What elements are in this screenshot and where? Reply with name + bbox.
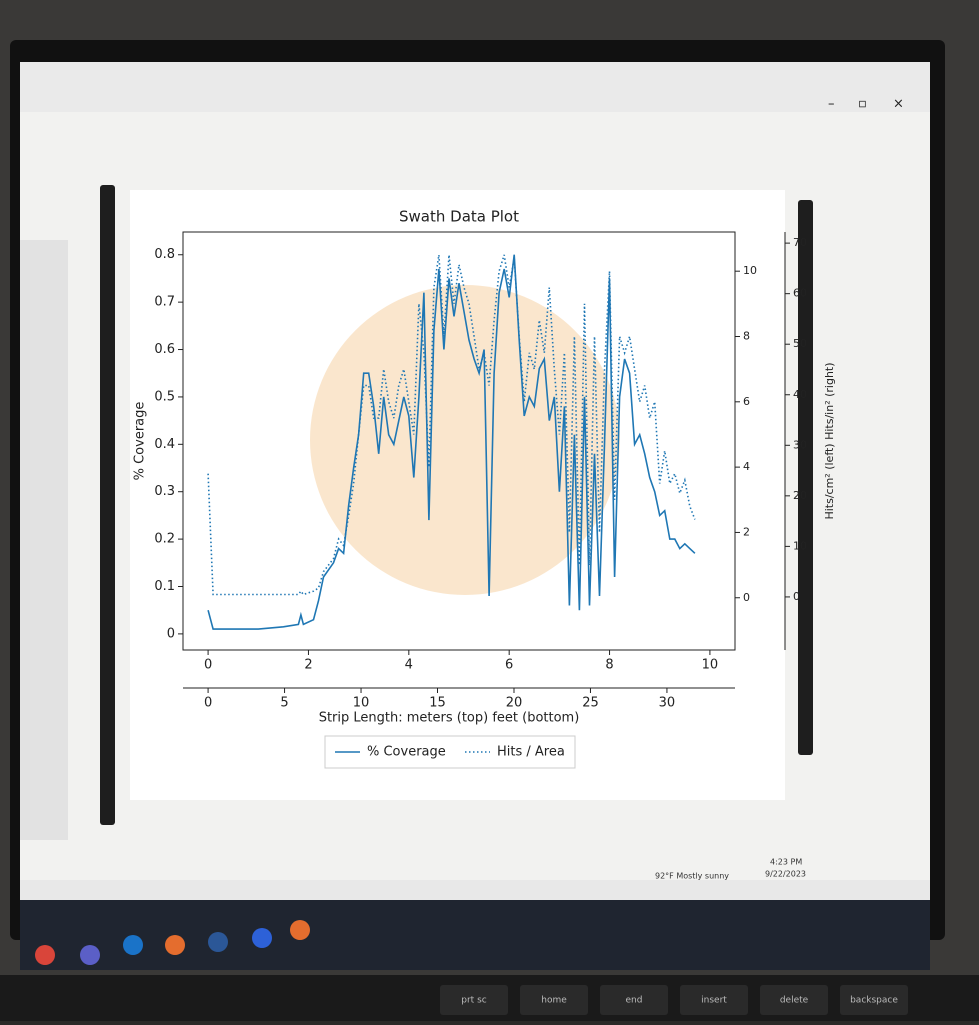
x-tick-label: 10 bbox=[702, 658, 719, 673]
y-tick-label: 0.1 bbox=[154, 579, 175, 594]
app-icon[interactable] bbox=[208, 932, 228, 952]
app-icon[interactable] bbox=[165, 935, 185, 955]
chart-title: Swath Data Plot bbox=[399, 208, 519, 226]
x2-tick-label: 15 bbox=[429, 696, 446, 711]
legend-box bbox=[324, 735, 576, 769]
data-line bbox=[207, 254, 696, 630]
x2-tick-label: 5 bbox=[280, 696, 288, 711]
app-icon[interactable] bbox=[123, 935, 143, 955]
app-icon[interactable] bbox=[80, 945, 100, 965]
sidebar bbox=[20, 240, 68, 840]
clock-time: 4:23 PM bbox=[770, 858, 802, 867]
y-tick-label: 0.6 bbox=[154, 342, 175, 357]
x2-tick-label: 0 bbox=[204, 696, 212, 711]
key bbox=[600, 985, 668, 1015]
y3-tick-label: 40 bbox=[793, 388, 807, 401]
app-icon[interactable] bbox=[35, 945, 55, 965]
x-tick-label: 2 bbox=[304, 658, 312, 673]
close-icon[interactable]: × bbox=[893, 97, 904, 112]
weather: 92°F Mostly sunny bbox=[655, 872, 729, 881]
window-titlebar bbox=[20, 62, 930, 112]
key bbox=[760, 985, 828, 1015]
left-bar bbox=[100, 185, 115, 825]
legend-label: % Coverage bbox=[367, 745, 446, 760]
y3-tick-label: 20 bbox=[793, 489, 807, 502]
x2-tick-label: 10 bbox=[353, 696, 370, 711]
y2-tick-label: 0 bbox=[743, 591, 750, 604]
y2-tick-label: 4 bbox=[743, 460, 750, 473]
minimize-icon[interactable]: – bbox=[828, 97, 835, 112]
clock-date: 9/22/2023 bbox=[765, 870, 806, 879]
y-tick-label: 0.3 bbox=[154, 484, 175, 499]
x-axis-label: Strip Length: meters (top) feet (bottom) bbox=[319, 711, 580, 726]
x2-tick-label: 25 bbox=[582, 696, 599, 711]
y3-tick-label: 70 bbox=[793, 236, 807, 249]
x-tick-label: 8 bbox=[605, 658, 613, 673]
key-label: delete bbox=[780, 996, 809, 1006]
x2-tick-label: 30 bbox=[659, 696, 676, 711]
x-tick-label: 4 bbox=[405, 658, 413, 673]
y-tick-label: 0.8 bbox=[154, 247, 175, 262]
y3-tick-label: 10 bbox=[793, 539, 807, 552]
status-strip bbox=[20, 880, 930, 900]
key-label: end bbox=[626, 996, 643, 1006]
y3-tick-label: 60 bbox=[793, 287, 807, 300]
maximize-icon[interactable]: ▫ bbox=[858, 97, 867, 112]
x2-tick-label: 20 bbox=[506, 696, 523, 711]
taskbar bbox=[20, 900, 930, 970]
y3-tick-label: 50 bbox=[793, 337, 807, 350]
right-bar bbox=[798, 200, 813, 755]
key bbox=[440, 985, 508, 1015]
key bbox=[680, 985, 748, 1015]
y2-tick-label: 8 bbox=[743, 330, 750, 343]
y-tick-label: 0.7 bbox=[154, 295, 175, 310]
y-tick-label: 0.4 bbox=[154, 437, 175, 452]
y2-axis-label: Hits/cm² (left) Hits/in² (right) bbox=[823, 362, 836, 519]
app-icon[interactable] bbox=[290, 920, 310, 940]
key bbox=[840, 985, 908, 1015]
x-tick-label: 0 bbox=[204, 658, 212, 673]
y3-tick-label: 0 bbox=[793, 590, 800, 603]
data-line bbox=[207, 254, 696, 596]
legend-label: Hits / Area bbox=[497, 745, 565, 760]
plot-frame bbox=[182, 231, 736, 651]
y-tick-label: 0 bbox=[167, 626, 175, 641]
key-label: insert bbox=[701, 996, 727, 1006]
x-tick-label: 6 bbox=[505, 658, 513, 673]
key bbox=[520, 985, 588, 1015]
y-tick-label: 0.5 bbox=[154, 389, 175, 404]
y-axis-label: % Coverage bbox=[133, 402, 148, 481]
app-icon[interactable] bbox=[252, 928, 272, 948]
y3-tick-label: 30 bbox=[793, 438, 807, 451]
key-label: backspace bbox=[850, 996, 898, 1006]
y2-tick-label: 10 bbox=[743, 264, 757, 277]
key-label: prt sc bbox=[461, 996, 486, 1006]
y2-tick-label: 2 bbox=[743, 525, 750, 538]
y2-tick-label: 6 bbox=[743, 395, 750, 408]
y-tick-label: 0.2 bbox=[154, 532, 175, 547]
key-label: home bbox=[541, 996, 567, 1006]
